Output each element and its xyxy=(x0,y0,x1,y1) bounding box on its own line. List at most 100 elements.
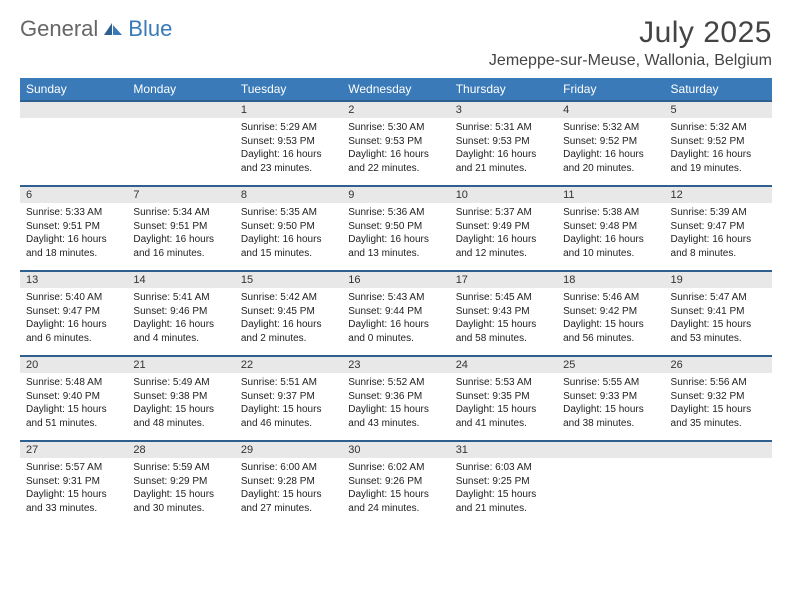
day-detail-cell: Sunrise: 6:03 AMSunset: 9:25 PMDaylight:… xyxy=(450,458,557,525)
day-detail-cell: Sunrise: 5:59 AMSunset: 9:29 PMDaylight:… xyxy=(127,458,234,525)
day-detail-cell: Sunrise: 5:47 AMSunset: 9:41 PMDaylight:… xyxy=(665,288,772,356)
day-number-cell: 12 xyxy=(665,186,772,203)
sunset-text: Sunset: 9:33 PM xyxy=(563,390,658,404)
day-detail-cell: Sunrise: 5:39 AMSunset: 9:47 PMDaylight:… xyxy=(665,203,772,271)
sunrise-text: Sunrise: 5:38 AM xyxy=(563,206,658,220)
sunrise-text: Sunrise: 5:57 AM xyxy=(26,461,121,475)
sunrise-text: Sunrise: 5:29 AM xyxy=(241,121,336,135)
daylight-text: Daylight: 15 hours and 48 minutes. xyxy=(133,403,228,430)
day-number-cell: 13 xyxy=(20,271,127,288)
day-detail-cell: Sunrise: 5:37 AMSunset: 9:49 PMDaylight:… xyxy=(450,203,557,271)
sunset-text: Sunset: 9:36 PM xyxy=(348,390,443,404)
day-number-cell: 19 xyxy=(665,271,772,288)
daylight-text: Daylight: 15 hours and 41 minutes. xyxy=(456,403,551,430)
daylight-text: Daylight: 16 hours and 6 minutes. xyxy=(26,318,121,345)
sunset-text: Sunset: 9:44 PM xyxy=(348,305,443,319)
daylight-text: Daylight: 16 hours and 21 minutes. xyxy=(456,148,551,175)
sunrise-text: Sunrise: 5:46 AM xyxy=(563,291,658,305)
weekday-header: Sunday xyxy=(20,78,127,101)
day-detail-cell: Sunrise: 5:42 AMSunset: 9:45 PMDaylight:… xyxy=(235,288,342,356)
day-number-cell xyxy=(127,101,234,118)
sunrise-text: Sunrise: 5:35 AM xyxy=(241,206,336,220)
day-number-cell: 14 xyxy=(127,271,234,288)
sunrise-text: Sunrise: 5:37 AM xyxy=(456,206,551,220)
day-detail-row: Sunrise: 5:40 AMSunset: 9:47 PMDaylight:… xyxy=(20,288,772,356)
day-detail-cell: Sunrise: 5:53 AMSunset: 9:35 PMDaylight:… xyxy=(450,373,557,441)
day-number-row: 20212223242526 xyxy=(20,356,772,373)
day-number-row: 2728293031 xyxy=(20,441,772,458)
sunset-text: Sunset: 9:26 PM xyxy=(348,475,443,489)
daylight-text: Daylight: 16 hours and 4 minutes. xyxy=(133,318,228,345)
day-number-cell: 16 xyxy=(342,271,449,288)
weekday-header: Thursday xyxy=(450,78,557,101)
sunrise-text: Sunrise: 5:42 AM xyxy=(241,291,336,305)
day-number-cell: 4 xyxy=(557,101,664,118)
day-detail-cell: Sunrise: 5:35 AMSunset: 9:50 PMDaylight:… xyxy=(235,203,342,271)
sunset-text: Sunset: 9:53 PM xyxy=(241,135,336,149)
daylight-text: Daylight: 15 hours and 27 minutes. xyxy=(241,488,336,515)
daylight-text: Daylight: 15 hours and 58 minutes. xyxy=(456,318,551,345)
daylight-text: Daylight: 15 hours and 21 minutes. xyxy=(456,488,551,515)
day-detail-cell: Sunrise: 5:49 AMSunset: 9:38 PMDaylight:… xyxy=(127,373,234,441)
day-number-cell: 5 xyxy=(665,101,772,118)
sunset-text: Sunset: 9:50 PM xyxy=(241,220,336,234)
daylight-text: Daylight: 16 hours and 0 minutes. xyxy=(348,318,443,345)
sunset-text: Sunset: 9:53 PM xyxy=(456,135,551,149)
day-detail-cell: Sunrise: 5:36 AMSunset: 9:50 PMDaylight:… xyxy=(342,203,449,271)
daylight-text: Daylight: 15 hours and 35 minutes. xyxy=(671,403,766,430)
sunset-text: Sunset: 9:40 PM xyxy=(26,390,121,404)
day-number-cell: 23 xyxy=(342,356,449,373)
sunrise-text: Sunrise: 5:59 AM xyxy=(133,461,228,475)
day-detail-row: Sunrise: 5:48 AMSunset: 9:40 PM Daylight:… xyxy=(20,373,772,441)
sunset-text: Sunset: 9:50 PM xyxy=(348,220,443,234)
daylight-text: Daylight: 15 hours and 30 minutes. xyxy=(133,488,228,515)
day-number-cell: 24 xyxy=(450,356,557,373)
day-number-cell: 15 xyxy=(235,271,342,288)
sunset-text: Sunset: 9:53 PM xyxy=(348,135,443,149)
day-number-cell: 29 xyxy=(235,441,342,458)
sunrise-text: Sunrise: 5:48 AM xyxy=(26,376,121,390)
sunset-text: Sunset: 9:47 PM xyxy=(671,220,766,234)
sunrise-text: Sunrise: 5:30 AM xyxy=(348,121,443,135)
daylight-text: Daylight: 16 hours and 16 minutes. xyxy=(133,233,228,260)
sunset-text: Sunset: 9:51 PM xyxy=(26,220,121,234)
sunrise-text: Sunrise: 5:52 AM xyxy=(348,376,443,390)
sunrise-text: Sunrise: 6:03 AM xyxy=(456,461,551,475)
sunrise-text: Sunrise: 5:36 AM xyxy=(348,206,443,220)
sunset-text: Sunset: 9:43 PM xyxy=(456,305,551,319)
sunrise-text: Sunrise: 5:32 AM xyxy=(671,121,766,135)
day-number-cell: 17 xyxy=(450,271,557,288)
day-number-cell: 3 xyxy=(450,101,557,118)
sunrise-text: Sunrise: 6:00 AM xyxy=(241,461,336,475)
sunset-text: Sunset: 9:32 PM xyxy=(671,390,766,404)
day-number-cell: 27 xyxy=(20,441,127,458)
sunrise-text: Sunrise: 5:53 AM xyxy=(456,376,551,390)
month-title: July 2025 xyxy=(489,16,772,50)
day-detail-cell: Sunrise: 5:34 AMSunset: 9:51 PMDaylight:… xyxy=(127,203,234,271)
sunrise-text: Sunrise: 5:39 AM xyxy=(671,206,766,220)
daylight-text: Daylight: 16 hours and 13 minutes. xyxy=(348,233,443,260)
sunrise-text: Sunrise: 5:47 AM xyxy=(671,291,766,305)
day-number-cell: 22 xyxy=(235,356,342,373)
calendar-weekday-header: SundayMondayTuesdayWednesdayThursdayFrid… xyxy=(20,78,772,101)
daylight-text: Daylight: 16 hours and 22 minutes. xyxy=(348,148,443,175)
day-detail-row: Sunrise: 5:57 AMSunset: 9:31 PMDaylight:… xyxy=(20,458,772,525)
daylight-text: Daylight: 16 hours and 2 minutes. xyxy=(241,318,336,345)
logo: General Blue xyxy=(20,16,172,42)
logo-sail-icon xyxy=(102,21,124,37)
logo-text-blue: Blue xyxy=(128,16,172,42)
day-number-cell xyxy=(557,441,664,458)
weekday-header: Wednesday xyxy=(342,78,449,101)
day-number-cell: 9 xyxy=(342,186,449,203)
day-detail-cell: Sunrise: 5:46 AMSunset: 9:42 PMDaylight:… xyxy=(557,288,664,356)
day-detail-cell: Sunrise: 5:43 AMSunset: 9:44 PMDaylight:… xyxy=(342,288,449,356)
day-detail-cell: Sunrise: 5:32 AMSunset: 9:52 PMDaylight:… xyxy=(665,118,772,186)
sunrise-text: Sunrise: 5:40 AM xyxy=(26,291,121,305)
day-number-cell: 20 xyxy=(20,356,127,373)
daylight-text: Daylight: 16 hours and 15 minutes. xyxy=(241,233,336,260)
day-detail-cell: Sunrise: 5:55 AMSunset: 9:33 PMDaylight:… xyxy=(557,373,664,441)
page-header: General Blue July 2025 Jemeppe-sur-Meuse… xyxy=(20,16,772,70)
weekday-header: Monday xyxy=(127,78,234,101)
logo-text-general: General xyxy=(20,16,98,42)
day-detail-cell: Sunrise: 5:40 AMSunset: 9:47 PMDaylight:… xyxy=(20,288,127,356)
